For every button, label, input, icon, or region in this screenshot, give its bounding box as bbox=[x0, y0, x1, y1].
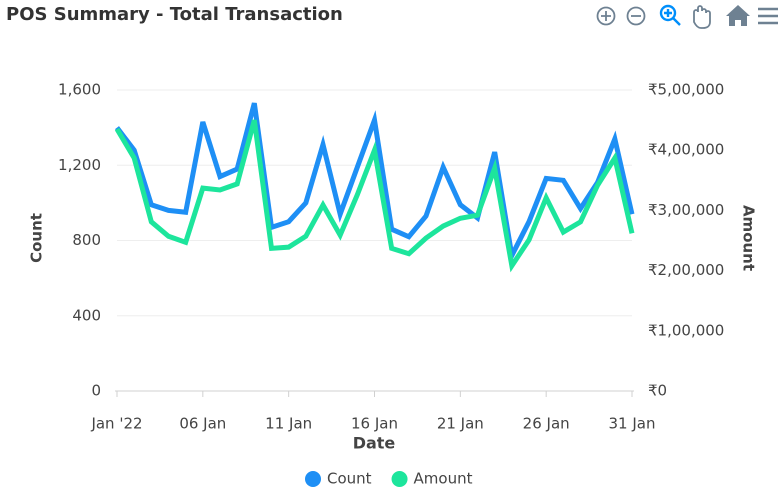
y-tick-label: 1,600 bbox=[58, 81, 101, 99]
y-tick-label: 1,200 bbox=[58, 156, 101, 174]
y-tick-label: 400 bbox=[72, 306, 101, 324]
zoom-in-button[interactable] bbox=[596, 6, 616, 26]
x-tick-label: 16 Jan bbox=[351, 415, 398, 433]
legend-marker bbox=[305, 471, 321, 487]
pan-button[interactable] bbox=[693, 5, 711, 29]
x-tick-label: 06 Jan bbox=[179, 415, 226, 433]
y2-tick-label: ₹4,00,000 bbox=[648, 141, 724, 159]
y2-tick-label: ₹2,00,000 bbox=[648, 261, 724, 279]
legend-label: Count bbox=[327, 470, 372, 488]
toolbar bbox=[596, 4, 778, 29]
y2-tick-label: ₹1,00,000 bbox=[648, 321, 724, 339]
line-series bbox=[115, 102, 635, 264]
x-tick-label: 11 Jan bbox=[265, 415, 312, 433]
reset-button[interactable] bbox=[726, 5, 750, 26]
y2-tick-label: ₹0 bbox=[648, 382, 667, 400]
legend-label: Amount bbox=[414, 470, 473, 488]
selection-zoom-button[interactable] bbox=[659, 4, 681, 26]
menu-button[interactable] bbox=[758, 7, 778, 25]
y-tick-label: 800 bbox=[72, 231, 101, 249]
y2-tick-label: ₹5,00,000 bbox=[648, 81, 724, 99]
x-tick-label: Jan '22 bbox=[90, 415, 142, 433]
legend-marker bbox=[391, 471, 408, 487]
y2-tick-label: ₹3,00,000 bbox=[648, 201, 724, 219]
y2-axis-label: Amount bbox=[740, 205, 758, 271]
x-tick-label: 26 Jan bbox=[523, 415, 570, 433]
chart-title: POS Summary - Total Transaction bbox=[6, 4, 343, 25]
x-axis-label: Date bbox=[353, 434, 396, 453]
zoom-out-button[interactable] bbox=[626, 6, 646, 26]
y-tick-label: 0 bbox=[91, 382, 101, 400]
line-series bbox=[114, 119, 635, 273]
y-axis-label: Count bbox=[28, 213, 46, 263]
x-tick-label: 21 Jan bbox=[437, 415, 484, 433]
x-tick-label: 31 Jan bbox=[609, 415, 656, 433]
